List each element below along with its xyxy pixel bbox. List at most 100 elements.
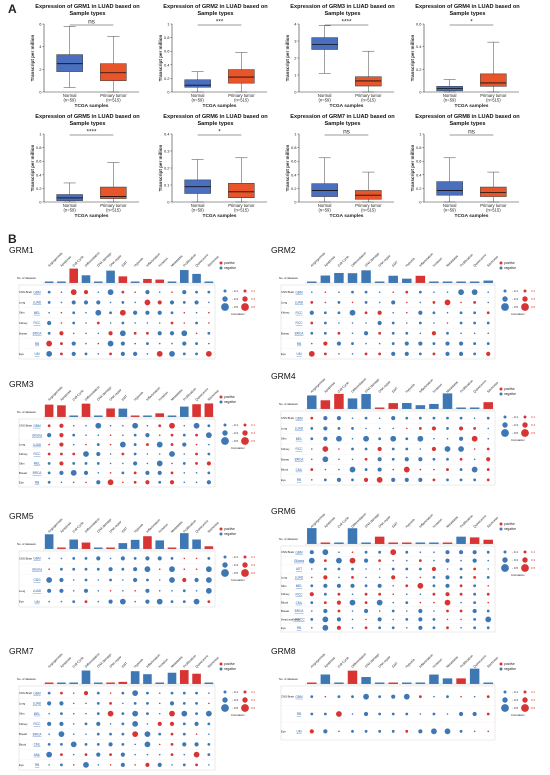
correlation-dot — [351, 729, 354, 733]
correlation-dot — [208, 764, 210, 766]
correlation-dot — [444, 446, 451, 452]
correlation-dot — [169, 566, 175, 573]
legend-size-label: 0.1 — [531, 550, 536, 554]
correlation-dot — [72, 443, 75, 446]
correlation-dot — [158, 434, 161, 436]
legend-size-label: - 0.3 — [232, 431, 238, 435]
correlation-dot — [109, 311, 112, 315]
dataset-bar — [415, 405, 426, 409]
correlation-dot — [486, 609, 490, 613]
correlation-dot — [132, 731, 139, 738]
legend-size-label: 0.1 — [531, 289, 536, 293]
correlation-dot — [207, 722, 211, 726]
correlation-dot — [133, 701, 137, 705]
correlation-dot — [486, 351, 491, 356]
correlation-dot — [158, 579, 161, 581]
boxplot-grm3: Expression of GRM3 in LUAD based on Samp… — [285, 4, 400, 112]
legend-size-label: 0.5 — [251, 439, 256, 443]
correlation-dot — [71, 341, 76, 346]
correlation-dot — [72, 692, 75, 694]
box-normal — [184, 79, 211, 88]
correlation-dot — [121, 452, 125, 456]
correlation-dot — [71, 300, 76, 305]
y-tick-label: 0.8 — [164, 35, 170, 40]
correlation-dot — [48, 764, 50, 766]
dataset-bar — [44, 534, 54, 549]
state-label: Apoptosis — [323, 255, 336, 268]
correlation-dot — [181, 710, 188, 717]
correlation-dot — [47, 301, 51, 304]
box-normal — [311, 37, 338, 50]
boxplot-title: Expression of GRM2 in LUAD based on Samp… — [163, 4, 268, 17]
dataset-bar — [456, 407, 466, 409]
correlation-dot — [459, 584, 463, 588]
correlation-dot — [72, 462, 76, 465]
x-count-label: (n=515) — [361, 98, 376, 103]
correlation-dot — [365, 576, 367, 579]
box-tumor — [100, 186, 127, 199]
legend-negative-dot — [499, 392, 503, 396]
correlation-dot — [432, 592, 436, 596]
correlation-dot — [473, 448, 476, 450]
state-label: EMT — [391, 260, 399, 268]
correlation-dot — [157, 762, 162, 767]
legend-caption: Correlation — [231, 312, 245, 316]
dataset-bar — [483, 280, 493, 283]
correlation-dot — [363, 435, 369, 442]
correlation-dot — [473, 301, 477, 304]
dataset-bar — [456, 678, 466, 684]
correlation-dot — [376, 599, 383, 606]
correlation-dot — [310, 610, 313, 612]
correlation-dot — [460, 301, 462, 304]
correlation-dot — [363, 558, 369, 563]
correlation-dot — [83, 290, 89, 295]
dataset-bar — [143, 536, 152, 549]
correlation-dot — [109, 352, 112, 356]
state-label: Stemness — [207, 656, 220, 669]
correlation-dot — [119, 598, 126, 605]
correlation-dot — [109, 301, 112, 304]
x-axis-label: TCGA samples — [330, 103, 364, 109]
correlation-dot — [351, 567, 354, 571]
correlation-dot — [195, 342, 198, 345]
legend-positive-dot — [219, 527, 223, 531]
correlation-dot — [83, 470, 89, 475]
correlation-dot — [418, 617, 423, 622]
legend-negative-label: negative — [224, 667, 236, 671]
legend-size-neg — [502, 422, 508, 428]
cancersea-grm8: GRM8 Angiogenesis Apoptosis Cell Cycle Diffe… — [270, 645, 544, 745]
cancer-label: RCC — [34, 722, 42, 726]
correlation-dot — [72, 579, 75, 581]
dataset-bar — [204, 546, 214, 549]
correlation-dot — [182, 732, 186, 736]
legend-size-neg — [223, 555, 227, 559]
correlation-dot — [96, 742, 100, 746]
correlation-dot — [108, 567, 113, 572]
y-tick-label: 1 — [167, 22, 170, 27]
state-label: EMT — [391, 661, 399, 669]
correlation-dot — [405, 593, 408, 595]
correlation-dot — [392, 291, 395, 293]
y-tick-label: 0 — [39, 200, 42, 205]
correlation-dot — [336, 583, 342, 588]
x-count-label: (n=59) — [444, 98, 457, 103]
correlation-dot — [158, 712, 161, 715]
correlation-dot — [121, 471, 125, 475]
correlation-dot — [96, 712, 100, 716]
correlation-dot — [336, 711, 342, 717]
correlation-dot — [96, 451, 101, 457]
correlation-dot — [120, 752, 125, 757]
correlation-dot — [47, 588, 52, 593]
y-tick-label: 0.2 — [164, 166, 170, 171]
correlation-dot — [310, 479, 313, 481]
legend-positive-dot — [499, 387, 503, 391]
correlation-dot — [72, 600, 76, 603]
cancer-label: CML — [34, 743, 41, 747]
correlation-dot — [310, 576, 313, 579]
correlation-dot — [171, 590, 173, 592]
correlation-dot — [309, 550, 314, 555]
legend-size-neg — [503, 690, 507, 694]
state-label: Stemness — [486, 255, 499, 268]
correlation-dot — [309, 592, 314, 597]
